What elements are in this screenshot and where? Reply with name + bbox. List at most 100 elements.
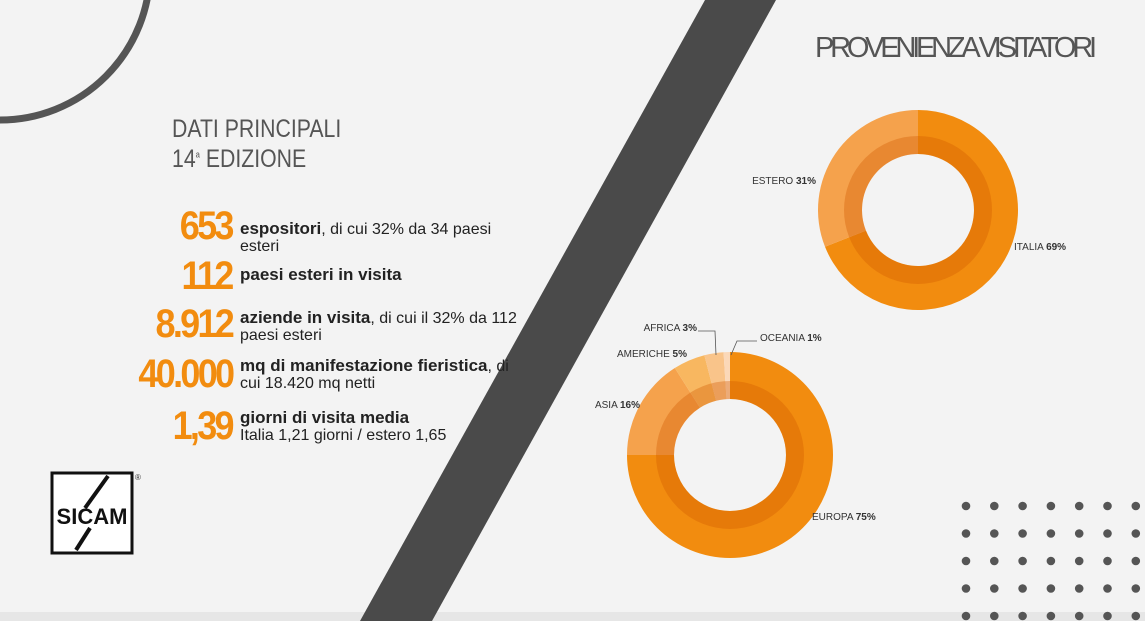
arc — [0, 0, 151, 124]
donut-slice — [818, 109, 918, 247]
dot — [1103, 611, 1112, 621]
value-label: 31% — [796, 176, 816, 187]
stat-desc: mq di manifestazione fieristica, di cui … — [240, 357, 530, 392]
charts: ITALIA 69% ESTERO 31% EUROPA 75% ASIA 16% AM… — [595, 109, 1066, 558]
dot — [1103, 584, 1112, 593]
dot — [961, 529, 971, 538]
inner-ring — [656, 381, 804, 529]
dot — [1131, 584, 1141, 593]
dot — [1046, 501, 1056, 511]
value-label: 1% — [807, 333, 822, 344]
edition-sup: a — [195, 149, 200, 160]
dot — [1131, 611, 1141, 621]
dot — [1074, 584, 1084, 593]
stat-text: Italia 1,21 giorni / estero 1,65 — [240, 427, 447, 444]
dot — [990, 611, 999, 621]
dot — [1131, 501, 1141, 511]
dot — [1103, 501, 1112, 511]
dot — [1074, 529, 1084, 538]
stat-number: 1,39 — [172, 404, 235, 448]
stat-bold: paesi esteri in visita — [240, 265, 402, 284]
stat-text: , di cui 18.420 mq netti — [240, 358, 509, 392]
slice-label: EUROPA 75% — [812, 512, 876, 523]
dot — [1018, 584, 1027, 593]
leader-line — [698, 330, 717, 356]
dot — [1018, 611, 1027, 621]
dot — [1018, 556, 1027, 566]
title: DATI PRINCIPALI — [172, 115, 342, 143]
dot — [1018, 501, 1027, 511]
logo-slash — [83, 474, 110, 510]
diagonal-stripe — [360, 0, 776, 621]
stat-bold: giorni di visita media — [240, 408, 410, 427]
donut-slice — [627, 368, 700, 455]
category: AMERICHE — [617, 349, 670, 360]
bottom-strip — [0, 612, 1145, 621]
dot — [1103, 529, 1112, 538]
category: ASIA — [595, 400, 618, 411]
edition-word: EDIZIONE — [205, 145, 307, 173]
donut-slice — [704, 352, 727, 401]
stat-bold: espositori — [240, 219, 322, 238]
slice-label: AFRICA 3% — [644, 323, 697, 334]
category: ESTERO — [752, 176, 793, 187]
dot — [1131, 529, 1141, 538]
stat-number: 653 — [180, 204, 235, 248]
category: ITALIA — [1014, 242, 1044, 253]
logo-text: SICAM — [57, 504, 128, 529]
dot — [1046, 611, 1056, 621]
dot — [990, 529, 999, 538]
dot — [990, 556, 999, 566]
stat-bold: aziende in visita — [240, 308, 371, 327]
stat-bold: mq di manifestazione fieristica — [240, 356, 488, 375]
category: OCEANIA — [760, 333, 805, 344]
value-label: 3% — [683, 323, 698, 334]
dot — [1103, 556, 1112, 566]
dot — [1074, 556, 1084, 566]
stat-number: 40.000 — [138, 352, 235, 396]
dot — [961, 611, 971, 621]
stat-desc: giorni di visita media Italia 1,21 giorni… — [240, 409, 530, 444]
dot — [1046, 584, 1056, 593]
dot — [1131, 556, 1141, 566]
stat-number: 8.912 — [155, 302, 234, 346]
leader-line — [730, 340, 757, 356]
value-label: 16% — [620, 400, 640, 411]
dot — [1046, 556, 1056, 566]
stat-desc: espositori, di cui 32% da 34 paesi ester… — [240, 220, 530, 255]
stat-desc: aziende in visita, di cui il 32% da 112 … — [240, 309, 530, 344]
dot — [961, 501, 971, 511]
dot — [961, 584, 971, 593]
slice-label: AMERICHE 5% — [617, 349, 687, 360]
inner-ring — [844, 136, 992, 284]
dots — [961, 501, 1141, 621]
dot — [1018, 529, 1027, 538]
logo-box — [50, 471, 134, 555]
dot — [990, 501, 999, 511]
category: AFRICA — [644, 323, 681, 334]
slice-label: ESTERO 31% — [752, 176, 816, 187]
logo-mark: ® — [135, 473, 141, 482]
value-label: 75% — [856, 512, 876, 523]
donut-slice — [825, 110, 1018, 310]
dot — [1074, 611, 1084, 621]
value-label: 69% — [1046, 242, 1066, 253]
donut-slice — [627, 352, 833, 558]
section-title: PROVENIENZA VISITATORI — [815, 32, 1097, 64]
slice-label: ITALIA 69% — [1014, 242, 1066, 253]
donut-slice — [723, 352, 730, 400]
dot — [1046, 529, 1056, 538]
dot — [1074, 501, 1084, 511]
stat-number: 112 — [182, 254, 235, 298]
category: EUROPA — [812, 512, 854, 523]
stat-text: , di cui il 32% da 112 paesi esteri — [240, 310, 517, 344]
logo-slash — [74, 526, 92, 552]
value-label: 5% — [673, 349, 688, 360]
slice-label: ASIA 16% — [595, 400, 640, 411]
stat-desc: paesi esteri in visita — [240, 266, 530, 284]
stat-text: , di cui 32% da 34 paesi esteri — [240, 221, 492, 255]
edition-number: 14 — [172, 145, 196, 173]
slice-label: OCEANIA 1% — [760, 333, 822, 344]
